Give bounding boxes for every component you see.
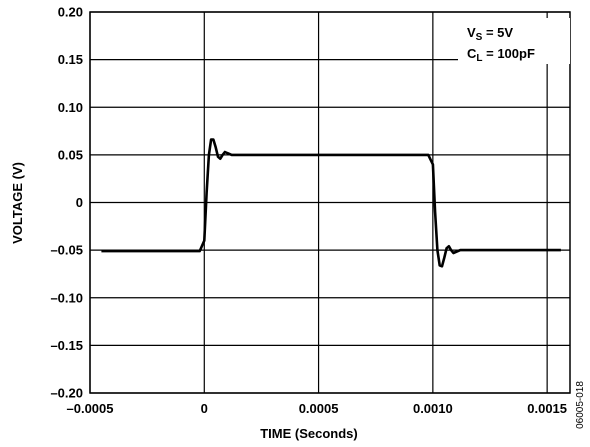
x-tick-label: 0.0005 xyxy=(299,401,339,416)
x-tick-label: 0.0010 xyxy=(413,401,453,416)
legend-box xyxy=(458,18,570,64)
y-tick-label: 0 xyxy=(76,195,83,210)
figure-id: 06005-018 xyxy=(575,381,586,429)
series-line xyxy=(101,138,561,268)
y-tick-label: 0.20 xyxy=(58,5,83,20)
y-tick-label: –0.05 xyxy=(50,243,83,258)
legend: VS = 5V CL = 100pF xyxy=(458,18,570,64)
grid-lines xyxy=(89,11,570,394)
y-tick-label: 0.15 xyxy=(58,52,83,67)
x-tick-label: 0.0015 xyxy=(527,401,567,416)
x-tick-labels: –0.0005 0 0.0005 0.0010 0.0015 xyxy=(67,401,568,416)
y-tick-label: –0.20 xyxy=(50,386,83,401)
x-tick-label: 0 xyxy=(201,401,208,416)
y-tick-labels: 0.20 0.15 0.10 0.05 0 –0.05 –0.10 –0.15 –0.20 xyxy=(50,5,83,401)
x-tick-label: –0.0005 xyxy=(67,401,114,416)
y-axis-label: VOLTAGE (V) xyxy=(10,162,25,244)
y-tick-label: 0.05 xyxy=(58,147,83,162)
legend-line-vs: VS = 5V xyxy=(467,25,513,43)
x-axis-label: TIME (Seconds) xyxy=(260,426,358,441)
y-tick-label: –0.15 xyxy=(50,338,83,353)
legend-line-cl: CL = 100pF xyxy=(467,46,535,64)
y-tick-label: 0.10 xyxy=(58,100,83,115)
y-tick-label: –0.10 xyxy=(50,290,83,305)
